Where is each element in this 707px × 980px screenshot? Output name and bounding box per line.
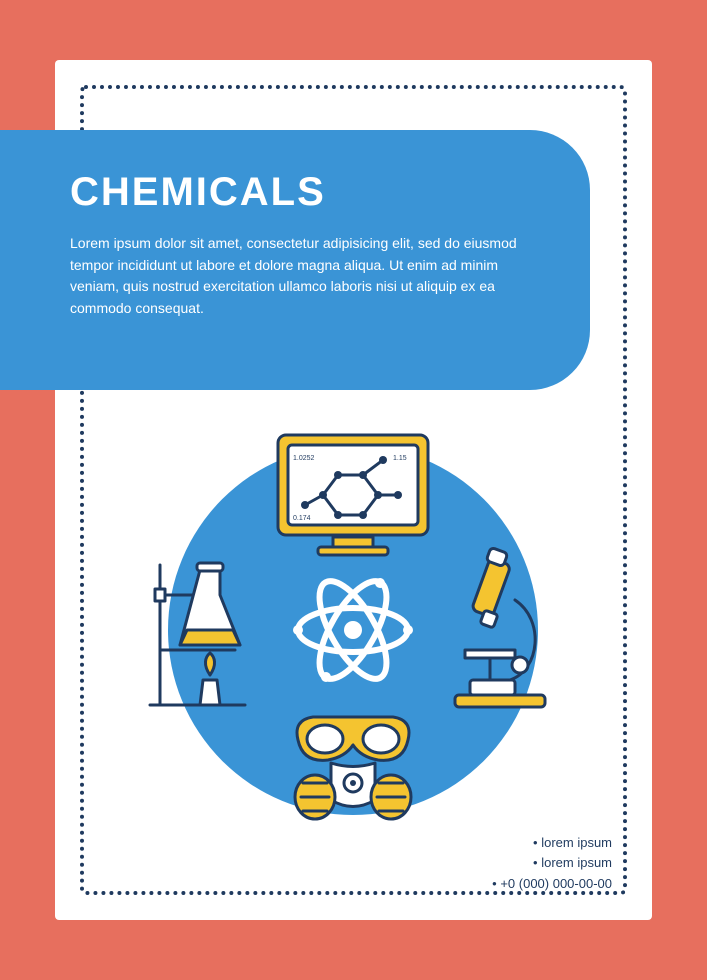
contact-block: lorem ipsum lorem ipsum +0 (000) 000-00-… [492,833,612,895]
monitor-value-2: 1.15 [393,455,407,462]
monitor-icon: 1.0252 1.15 0.174 [278,435,428,555]
contact-line: lorem ipsum [492,833,612,854]
flask-burner-icon [150,563,245,705]
microscope-icon [455,547,545,707]
contact-line: +0 (000) 000-00-00 [492,874,612,895]
monitor-value-3: 0.174 [293,515,311,522]
gas-mask-icon [295,717,411,819]
poster-root: CHEMICALS Lorem ipsum dolor sit amet, co… [0,0,707,980]
atom-icon [293,571,413,688]
monitor-value-1: 1.0252 [293,455,315,462]
contact-line: lorem ipsum [492,853,612,874]
